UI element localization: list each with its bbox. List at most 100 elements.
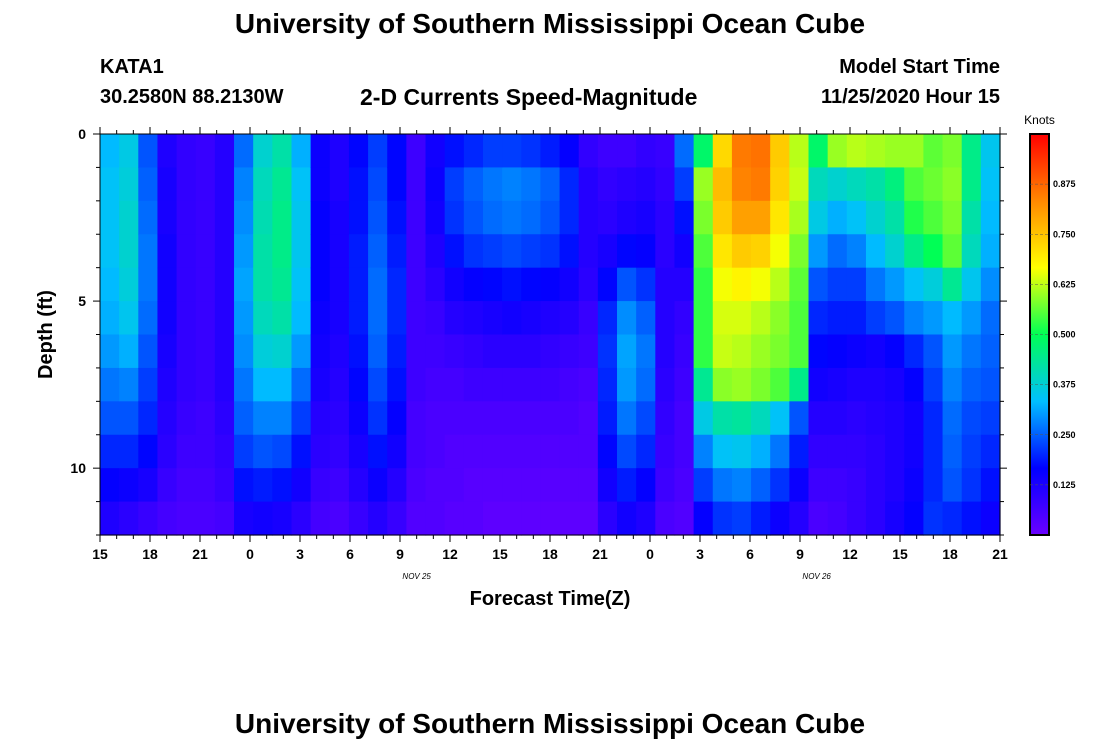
heatmap-cell <box>157 401 178 436</box>
heatmap-cell <box>617 167 637 202</box>
heatmap-cell <box>387 301 407 336</box>
heatmap-cell <box>655 434 676 469</box>
heatmap-cell <box>463 134 484 169</box>
heatmap-cell <box>923 167 944 202</box>
heatmap-cell <box>808 367 829 402</box>
main-title: University of Southern Mississippi Ocean… <box>234 8 866 39</box>
heatmap-cell <box>617 401 637 436</box>
colorbar-tick-label: 0.250 <box>1053 430 1076 440</box>
heatmap-cell <box>119 267 139 302</box>
heatmap-cell <box>463 434 484 469</box>
heatmap-cell <box>521 234 542 269</box>
heatmap-cell <box>463 334 484 369</box>
heatmap-cell <box>157 167 178 202</box>
heatmap-cell <box>291 401 312 436</box>
heatmap-cell <box>578 134 599 169</box>
heatmap-cell <box>234 167 254 202</box>
heatmap-cell <box>157 434 178 469</box>
heatmap-cell <box>272 200 293 235</box>
heatmap-cell <box>923 134 944 169</box>
heatmap-cell <box>674 267 695 302</box>
heatmap-cell <box>559 301 580 336</box>
heatmap-cell <box>980 200 1001 235</box>
heatmap-cell <box>253 468 273 503</box>
x-tick-label: 21 <box>192 546 208 562</box>
heatmap-cell <box>253 434 273 469</box>
heatmap-cell <box>693 167 714 202</box>
heatmap-cell <box>942 434 963 469</box>
heatmap-cell <box>846 167 867 202</box>
heatmap-cell <box>387 234 407 269</box>
heatmap-cell <box>482 167 503 202</box>
heatmap-cell <box>885 134 905 169</box>
heatmap-cell <box>961 200 982 235</box>
heatmap-cell <box>808 200 829 235</box>
heatmap-cell <box>310 267 331 302</box>
heatmap-cell <box>463 401 484 436</box>
heatmap-cell <box>502 434 522 469</box>
heatmap-cell <box>827 367 848 402</box>
heatmap-cell <box>195 468 216 503</box>
heatmap-cell <box>406 401 427 436</box>
heatmap-cell <box>655 334 676 369</box>
heatmap-cell <box>636 468 656 503</box>
heatmap-cell <box>291 200 312 235</box>
heatmap-cell <box>100 234 120 269</box>
heatmap-cell <box>655 167 676 202</box>
heatmap-cell <box>578 200 599 235</box>
heatmap-cell <box>521 334 542 369</box>
heatmap-cell <box>827 167 848 202</box>
colorbar: Knots 0.125 0.250 0.375 0.500 0.625 0.750 0.87… <box>1024 113 1076 536</box>
heatmap-cell <box>329 200 350 235</box>
model-start-time: 11/25/2020 Hour 15 <box>820 86 1000 108</box>
heatmap-cell <box>942 334 963 369</box>
heatmap-cell <box>253 501 273 536</box>
heatmap-cell <box>712 200 733 235</box>
heatmap-cell <box>865 367 886 402</box>
heatmap-cell <box>482 334 503 369</box>
heatmap-cell <box>808 434 829 469</box>
heatmap-cell <box>923 200 944 235</box>
heatmap-cell <box>770 234 790 269</box>
heatmap-cell <box>272 301 293 336</box>
heatmap-cell <box>291 134 312 169</box>
heatmap-cell <box>329 167 350 202</box>
heatmap-cell <box>387 501 407 536</box>
heatmap-cell <box>980 234 1001 269</box>
heatmap-cell <box>425 134 446 169</box>
heatmap-cell <box>712 501 733 536</box>
heatmap-cell <box>559 134 580 169</box>
heatmap-cell <box>406 200 427 235</box>
heatmap-cell <box>693 334 714 369</box>
heatmap-cell <box>980 267 1001 302</box>
heatmap-cell <box>368 501 388 536</box>
heatmap-cell <box>674 468 695 503</box>
heatmap-cell <box>942 301 963 336</box>
heatmap-cell <box>655 301 676 336</box>
heatmap-cell <box>731 267 752 302</box>
y-tick-label: 10 <box>70 460 86 476</box>
heatmap-cell <box>942 167 963 202</box>
heatmap-cell <box>961 401 982 436</box>
heatmap-cell <box>272 167 293 202</box>
heatmap-cell <box>425 434 446 469</box>
heatmap-cell <box>559 267 580 302</box>
heatmap-cell <box>789 267 810 302</box>
heatmap-cell <box>406 434 427 469</box>
heatmap-cell <box>157 367 178 402</box>
heatmap-cell <box>368 334 388 369</box>
heatmap-cell <box>731 367 752 402</box>
x-tick-label: 18 <box>542 546 558 562</box>
x-tick-label: 0 <box>646 546 654 562</box>
heatmap-cell <box>731 434 752 469</box>
heatmap-cell <box>272 367 293 402</box>
heatmap-cell <box>425 167 446 202</box>
heatmap-cell <box>846 200 867 235</box>
heatmap-cell <box>406 468 427 503</box>
heatmap-cell <box>425 334 446 369</box>
heatmap-cell <box>789 367 810 402</box>
heatmap-cell <box>368 167 388 202</box>
heatmap-cell <box>214 334 235 369</box>
heatmap-cell <box>578 501 599 536</box>
heatmap-cell <box>885 267 905 302</box>
